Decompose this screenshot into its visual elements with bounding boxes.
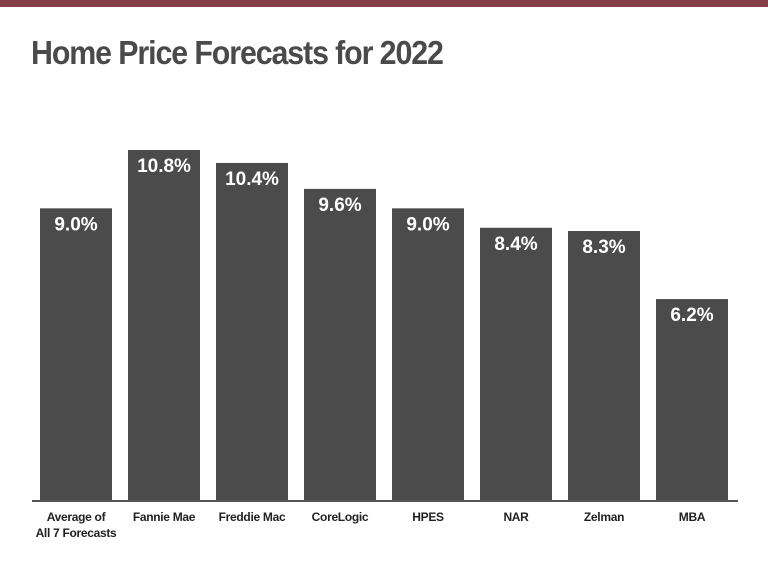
bar bbox=[480, 227, 552, 500]
data-label: 10.4% bbox=[225, 169, 279, 190]
category-label: NAR bbox=[503, 510, 529, 524]
category-label: Zelman bbox=[584, 510, 624, 524]
category-label: Average of bbox=[47, 510, 107, 524]
category-label: Freddie Mac bbox=[219, 510, 286, 524]
data-label: 10.8% bbox=[137, 156, 191, 177]
category-label: CoreLogic bbox=[312, 510, 369, 524]
bar bbox=[304, 188, 376, 500]
category-label: All 7 Forecasts bbox=[36, 526, 117, 540]
data-label: 8.3% bbox=[582, 237, 625, 258]
category-label: HPES bbox=[412, 510, 444, 524]
data-label: 8.4% bbox=[494, 234, 537, 255]
bar bbox=[216, 162, 288, 501]
bar bbox=[128, 150, 200, 500]
bar bbox=[392, 208, 464, 501]
bar bbox=[656, 299, 728, 500]
data-label: 9.6% bbox=[318, 195, 361, 216]
category-label: Fannie Mae bbox=[133, 510, 196, 524]
data-label: 9.0% bbox=[54, 214, 97, 235]
data-label: 9.0% bbox=[406, 214, 449, 235]
bar bbox=[568, 231, 640, 500]
category-label: MBA bbox=[679, 510, 706, 524]
chart-title: Home Price Forecasts for 2022 bbox=[31, 34, 444, 71]
bar bbox=[40, 208, 112, 501]
data-label: 6.2% bbox=[670, 305, 713, 326]
top-accent-bar bbox=[0, 0, 768, 7]
